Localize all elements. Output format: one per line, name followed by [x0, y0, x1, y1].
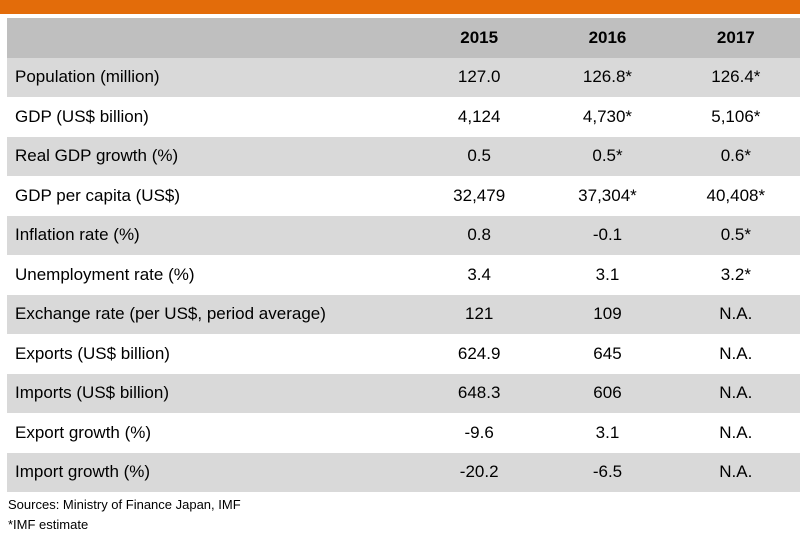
cell-2015: 32,479: [453, 185, 506, 205]
cell-2017: N.A.: [719, 422, 753, 442]
cell-2016: -0.1: [592, 225, 623, 245]
header-year-2017: 2017: [716, 27, 755, 47]
cell-2017: 0.6*: [720, 146, 751, 166]
estimate-footnote: *IMF estimate: [8, 517, 89, 532]
header-year-2015: 2015: [460, 27, 499, 47]
accent-top-bar: [0, 0, 800, 14]
table-row: Population (million) 127.0 126.8* 126.4*: [7, 57, 800, 97]
header-year-2016: 2016: [588, 27, 627, 47]
table-row: Export growth (%) -9.6 3.1 N.A.: [7, 413, 800, 453]
header-label-cell: [7, 18, 415, 58]
cell-2017: 126.4*: [711, 67, 761, 87]
sources-note: Sources: Ministry of Finance Japan, IMF: [8, 497, 241, 512]
row-label: GDP per capita (US$): [15, 185, 181, 205]
row-label: Population (million): [15, 67, 160, 87]
cell-2017: 3.2*: [720, 264, 751, 284]
economic-indicators-table: 2015 2016 2017 Population (million) 127.…: [7, 18, 800, 492]
cell-2017: 40,408*: [706, 185, 766, 205]
table-row: GDP per capita (US$) 32,479 37,304* 40,4…: [7, 176, 800, 216]
cell-2015: -20.2: [459, 462, 499, 482]
cell-2016: 4,730*: [582, 106, 633, 126]
row-label: Exchange rate (per US$, period average): [15, 304, 326, 324]
row-label: Export growth (%): [15, 422, 152, 442]
cell-2017: N.A.: [719, 462, 753, 482]
row-label: GDP (US$ billion): [15, 106, 149, 126]
cell-2015: 0.8: [467, 225, 491, 245]
table-row: GDP (US$ billion) 4,124 4,730* 5,106*: [7, 97, 800, 137]
cell-2016: 37,304*: [578, 185, 637, 205]
table-row: Inflation rate (%) 0.8 -0.1 0.5*: [7, 215, 800, 255]
table-row: Exports (US$ billion) 624.9 645 N.A.: [7, 334, 800, 374]
cell-2016: 0.5*: [592, 146, 623, 166]
row-label: Import growth (%): [15, 462, 151, 482]
cell-2017: N.A.: [719, 383, 753, 403]
row-label: Unemployment rate (%): [15, 264, 195, 284]
table-row: Import growth (%) -20.2 -6.5 N.A.: [7, 452, 800, 492]
cell-2015: 0.5: [467, 146, 491, 166]
cell-2015: 624.9: [457, 343, 501, 363]
cell-2016: 109: [593, 304, 622, 324]
cell-2015: 3.4: [467, 264, 491, 284]
cell-2017: 5,106*: [711, 106, 761, 126]
table-row: Real GDP growth (%) 0.5 0.5* 0.6*: [7, 136, 800, 176]
cell-2017: 0.5*: [720, 225, 751, 245]
row-label: Imports (US$ billion): [15, 383, 169, 403]
cell-2017: N.A.: [719, 343, 753, 363]
cell-2017: N.A.: [719, 304, 753, 324]
cell-2015: -9.6: [464, 422, 494, 442]
row-label: Exports (US$ billion): [15, 343, 170, 363]
cell-2015: 121: [464, 304, 494, 324]
cell-2015: 4,124: [457, 106, 501, 126]
table-row: Exchange rate (per US$, period average) …: [7, 294, 800, 334]
table-row: Imports (US$ billion) 648.3 606 N.A.: [7, 373, 800, 413]
cell-2016: 3.1: [595, 422, 620, 442]
row-label: Real GDP growth (%): [15, 146, 179, 166]
cell-2015: 648.3: [457, 383, 501, 403]
cell-2016: 3.1: [595, 264, 620, 284]
table-row: Unemployment rate (%) 3.4 3.1 3.2*: [7, 255, 800, 295]
cell-2016: -6.5: [592, 462, 623, 482]
cell-2016: 606: [593, 383, 622, 403]
table-header-row: 2015 2016 2017: [7, 18, 800, 58]
cell-2016: 126.8*: [582, 67, 633, 87]
cell-2016: 645: [593, 343, 622, 363]
row-label: Inflation rate (%): [15, 225, 140, 245]
cell-2015: 127.0: [457, 67, 501, 87]
